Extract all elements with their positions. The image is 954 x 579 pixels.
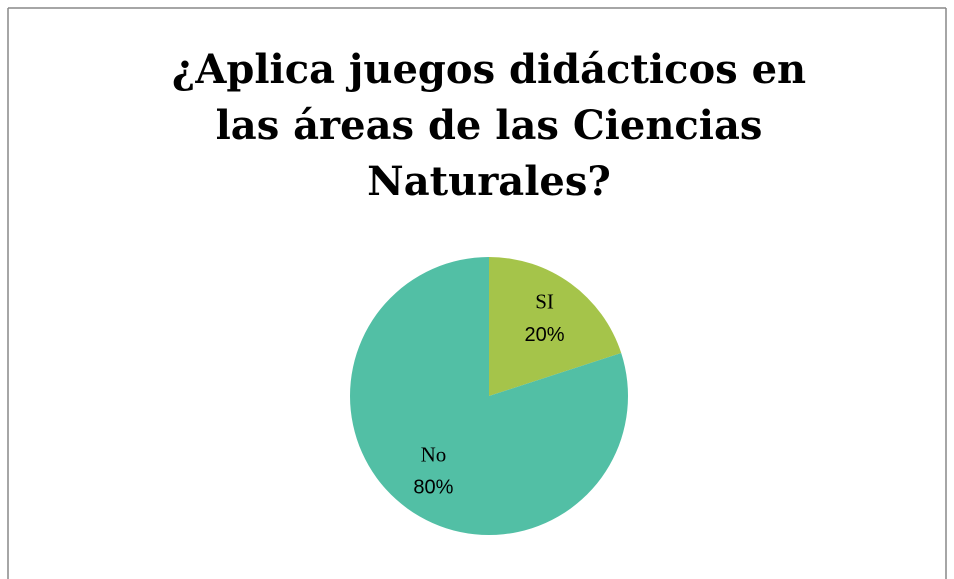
- pie: SI 20% No 80%: [350, 257, 628, 535]
- chart-title: ¿Aplica juegos didácticos en las áreas d…: [171, 46, 807, 205]
- slice-category-label: SI: [535, 289, 554, 313]
- slice-value-label: 20%: [525, 324, 565, 346]
- slice-category-label: No: [421, 442, 447, 466]
- pie-slice: [350, 257, 628, 535]
- pie-slice: [489, 257, 622, 396]
- slice-value-label: 80%: [413, 477, 453, 499]
